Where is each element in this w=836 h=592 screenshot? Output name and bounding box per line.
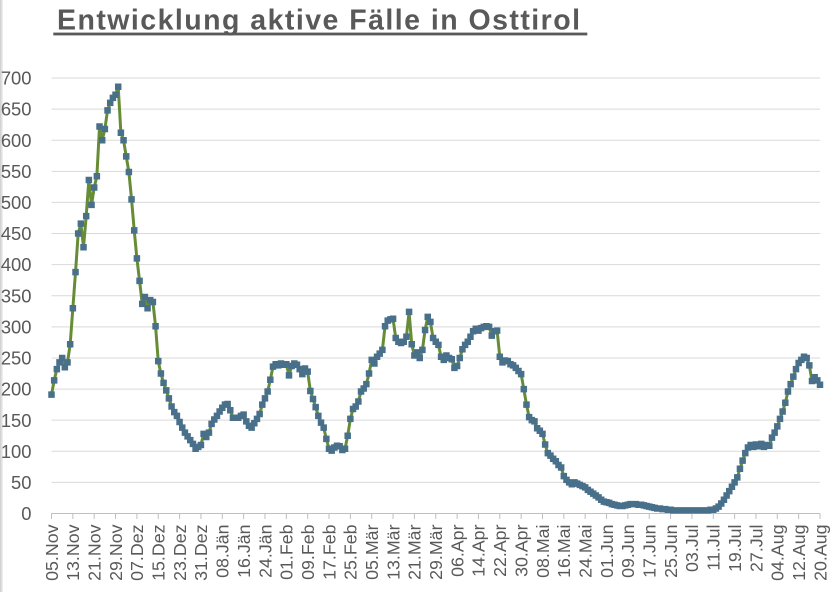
- svg-text:250: 250: [1, 348, 32, 369]
- svg-text:19.Jul: 19.Jul: [725, 525, 745, 572]
- svg-text:24.Mai: 24.Mai: [575, 525, 595, 578]
- svg-text:21.Nov: 21.Nov: [84, 524, 104, 580]
- svg-text:08.Jän: 08.Jän: [213, 525, 233, 578]
- svg-text:05.Nov: 05.Nov: [42, 524, 62, 580]
- svg-text:12.Aug: 12.Aug: [789, 525, 809, 581]
- svg-text:15.Dez: 15.Dez: [149, 525, 169, 581]
- svg-text:01.Feb: 01.Feb: [277, 524, 297, 579]
- svg-text:550: 550: [1, 161, 32, 182]
- svg-text:03.Jul: 03.Jul: [682, 525, 702, 572]
- svg-text:500: 500: [1, 192, 32, 213]
- svg-text:09.Jun: 09.Jun: [618, 525, 638, 578]
- svg-text:150: 150: [1, 410, 32, 431]
- svg-text:200: 200: [1, 379, 32, 400]
- svg-text:20.Aug: 20.Aug: [810, 525, 830, 581]
- svg-text:29.Mär: 29.Mär: [426, 524, 446, 579]
- svg-text:0: 0: [21, 503, 31, 524]
- svg-text:14.Apr: 14.Apr: [469, 524, 489, 576]
- svg-text:100: 100: [1, 441, 32, 462]
- svg-text:09.Feb: 09.Feb: [298, 524, 318, 579]
- svg-text:08.Mai: 08.Mai: [533, 525, 553, 578]
- svg-text:700: 700: [1, 68, 32, 89]
- svg-text:13.Mär: 13.Mär: [383, 524, 403, 579]
- svg-text:25.Jun: 25.Jun: [661, 525, 681, 578]
- svg-text:450: 450: [1, 223, 32, 244]
- svg-text:31.Dez: 31.Dez: [191, 525, 211, 581]
- svg-text:17.Jun: 17.Jun: [640, 525, 660, 578]
- svg-text:400: 400: [1, 254, 32, 275]
- svg-text:Entwicklung aktive Fälle in Os: Entwicklung aktive Fälle in Osttirol: [57, 4, 580, 36]
- svg-text:05.Mär: 05.Mär: [362, 524, 382, 579]
- svg-text:16.Jän: 16.Jän: [234, 525, 254, 578]
- svg-text:25.Feb: 25.Feb: [341, 524, 361, 579]
- svg-text:29.Nov: 29.Nov: [106, 524, 126, 580]
- svg-text:300: 300: [1, 316, 32, 337]
- svg-text:50: 50: [11, 472, 31, 493]
- svg-text:23.Dez: 23.Dez: [170, 525, 190, 581]
- svg-text:27.Jul: 27.Jul: [746, 525, 766, 572]
- svg-text:650: 650: [1, 99, 32, 120]
- svg-text:06.Apr: 06.Apr: [447, 524, 467, 576]
- svg-text:16.Mai: 16.Mai: [554, 525, 574, 578]
- svg-text:17.Feb: 17.Feb: [319, 524, 339, 579]
- svg-text:11.Jul: 11.Jul: [704, 525, 724, 571]
- svg-text:01.Jun: 01.Jun: [597, 525, 617, 578]
- svg-text:350: 350: [1, 285, 32, 306]
- svg-text:21.Mär: 21.Mär: [405, 524, 425, 579]
- svg-text:24.Jän: 24.Jän: [255, 525, 275, 578]
- svg-text:13.Nov: 13.Nov: [63, 524, 83, 580]
- svg-text:07.Dez: 07.Dez: [127, 525, 147, 581]
- svg-text:22.Apr: 22.Apr: [490, 524, 510, 576]
- svg-text:30.Apr: 30.Apr: [511, 524, 531, 576]
- svg-text:04.Aug: 04.Aug: [768, 525, 788, 581]
- svg-text:600: 600: [1, 130, 32, 151]
